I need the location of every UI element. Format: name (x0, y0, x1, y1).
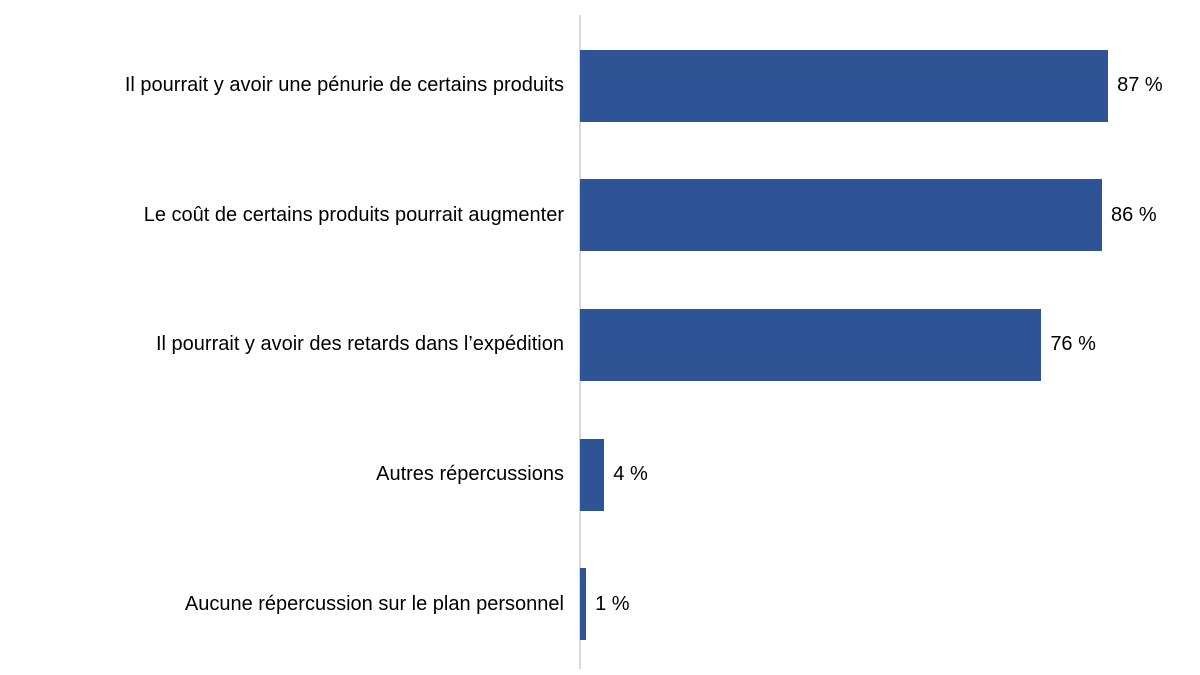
bar-area: 1 % (580, 539, 1200, 669)
bar-area: 4 % (580, 410, 1200, 540)
bar-area: 76 % (580, 280, 1200, 410)
value-label: 1 % (595, 592, 630, 615)
chart-row: Le coût de certains produits pourrait au… (0, 151, 1200, 281)
value-label: 87 % (1117, 74, 1163, 97)
bar-area: 86 % (580, 151, 1200, 281)
bar (580, 438, 605, 511)
chart-row: Autres répercussions 4 % (0, 410, 1200, 540)
chart-row: Il pourrait y avoir une pénurie de certa… (0, 21, 1200, 151)
value-label: 86 % (1111, 203, 1157, 226)
category-label: Il pourrait y avoir des retards dans l’e… (156, 333, 564, 356)
chart-rows: Il pourrait y avoir une pénurie de certa… (0, 21, 1200, 669)
bar-area: 87 % (580, 21, 1200, 151)
bar (580, 179, 1103, 252)
category-label: Aucune répercussion sur le plan personne… (184, 592, 564, 615)
category-label: Le coût de certains produits pourrait au… (143, 203, 564, 226)
category-label: Il pourrait y avoir une pénurie de certa… (124, 74, 564, 97)
bar (580, 308, 1042, 381)
value-label: 76 % (1050, 333, 1096, 356)
bar (580, 568, 587, 641)
chart-row: Il pourrait y avoir des retards dans l’e… (0, 280, 1200, 410)
value-label: 4 % (613, 463, 648, 486)
bar (580, 49, 1109, 122)
category-label: Autres répercussions (376, 463, 564, 486)
chart-row: Aucune répercussion sur le plan personne… (0, 539, 1200, 669)
